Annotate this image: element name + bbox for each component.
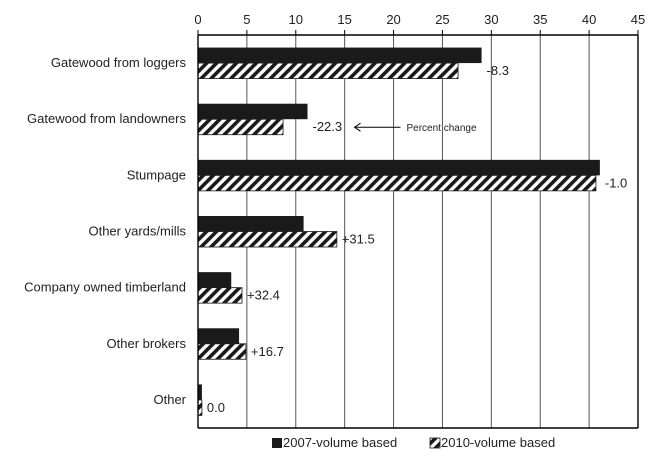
x-tick-label: 30 [484, 12, 498, 27]
arrow-head [353, 122, 361, 132]
legend-label-2010: 2010-volume based [441, 435, 555, 450]
legend-swatch-2007 [272, 438, 282, 448]
bar-2010 [197, 174, 597, 192]
x-tick-label: 40 [582, 12, 596, 27]
category-label: Other yards/mills [88, 224, 186, 239]
x-tick-label: 15 [337, 12, 351, 27]
bar-2007 [198, 47, 482, 64]
category-label: Other brokers [107, 336, 187, 351]
category-labels: Gatewood from loggers Gatewood from lando… [24, 55, 187, 407]
category-label: Stumpage [127, 167, 186, 182]
x-tick-label: 5 [243, 12, 250, 27]
x-tick-label: 10 [289, 12, 303, 27]
percent-change-label: 0.0 [207, 400, 225, 415]
bar-2010 [197, 62, 459, 79]
percent-change-label: -8.3 [487, 63, 509, 78]
legend: 2007-volume based 2010-volume based [272, 435, 555, 450]
percent-change-label: -22.3 [313, 119, 343, 134]
category-label: Gatewood from loggers [51, 55, 187, 70]
annotation-text: Percent change [407, 123, 477, 134]
x-tick-labels: 0 5 10 15 20 25 30 35 40 45 [194, 12, 645, 27]
x-tick-label: 45 [631, 12, 645, 27]
legend-swatch-2010 [429, 437, 441, 449]
bar-2010 [197, 343, 247, 360]
axes [197, 30, 639, 429]
bar-2007 [198, 384, 202, 400]
category-label: Gatewood from landowners [27, 111, 186, 126]
legend-label-2007: 2007-volume based [283, 435, 397, 450]
x-tick-label: 35 [533, 12, 547, 27]
bar-2010 [197, 118, 284, 136]
bar-2007 [198, 328, 240, 344]
x-tick-label: 20 [386, 12, 400, 27]
percent-change-label: +32.4 [247, 288, 280, 303]
bar-2010 [197, 231, 338, 248]
bar-2007 [198, 103, 308, 120]
bar-2010 [197, 287, 243, 304]
annotation: Percent change [353, 122, 477, 134]
bar-2007 [198, 216, 304, 232]
category-label: Company owned timberland [24, 280, 186, 295]
percent-change-label: +16.7 [251, 344, 284, 359]
x-tick-label: 25 [435, 12, 449, 27]
bar-2007 [198, 159, 600, 176]
data-labels: -8.3 -22.3 -1.0 +31.5 +32.4 +16.7 0.0 [207, 63, 627, 415]
percent-change-label: +31.5 [342, 232, 375, 247]
category-label: Other [153, 392, 186, 407]
percent-change-label: -1.0 [605, 175, 627, 190]
bar-2007 [198, 272, 232, 288]
bars [197, 47, 600, 416]
x-tick-label: 0 [194, 12, 201, 27]
